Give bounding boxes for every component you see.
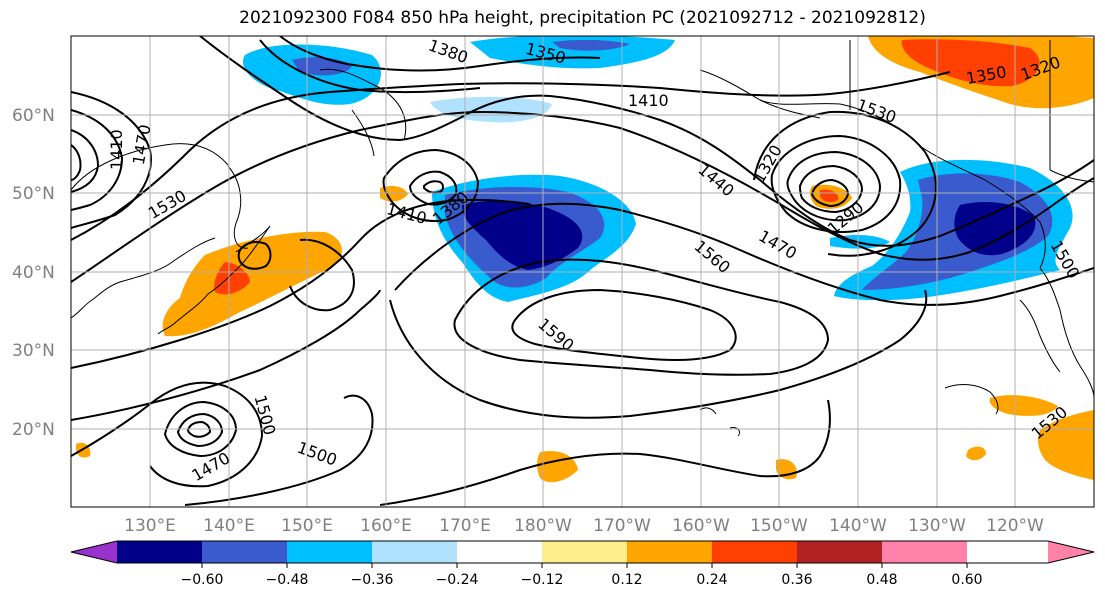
contour-label: 1560 (691, 236, 734, 277)
longitude-labels: 130°E 140°E 150°E 160°E 170°E 180°W 170°… (124, 516, 1044, 536)
colorbar-tick-label: −0.60 (181, 572, 224, 588)
lon-label: 120°W (986, 516, 1044, 536)
lon-label: 150°E (281, 516, 333, 536)
colorbar-segment (882, 541, 967, 563)
lon-label: 130°W (908, 516, 966, 536)
colorbar-tick-label: −0.36 (351, 572, 394, 588)
lon-label: 180°W (514, 516, 572, 536)
colorbar-segment (627, 541, 712, 563)
colorbar-tick-label: 0.48 (866, 572, 897, 588)
latitude-labels: 60°N 50°N 40°N 30°N 20°N (12, 106, 55, 440)
lon-label: 160°W (672, 516, 730, 536)
lat-label-50n: 50°N (12, 184, 55, 204)
map-frame (70, 35, 1095, 508)
colorbar-extend-high (1048, 541, 1094, 563)
map-area: 1380 1350 1410 1350 1320 1410 1470 1530 … (71, 35, 1094, 507)
colorbar-segment (542, 541, 627, 563)
colorbar-tick-label: 0.60 (951, 572, 982, 588)
colorbar-tick-label: −0.12 (521, 572, 564, 588)
colorbar-tick-label: 0.36 (781, 572, 812, 588)
contour-label: 1410 (628, 91, 669, 110)
lon-label: 130°E (124, 516, 176, 536)
map-title: 2021092300 F084 850 hPa height, precipit… (239, 8, 926, 28)
contour-label: 1320 (749, 142, 786, 187)
lat-label-40n: 40°N (12, 263, 55, 283)
contour-label: 1500 (295, 438, 340, 470)
lon-label: 170°W (593, 516, 651, 536)
lon-label: 150°W (750, 516, 808, 536)
colorbar: −0.60 −0.48 −0.36 −0.24 −0.12 0.12 0.24 … (70, 540, 1095, 588)
lat-label-60n: 60°N (12, 106, 55, 126)
lon-label: 160°E (360, 516, 412, 536)
contour-label: 1500 (250, 393, 279, 437)
lon-label: 140°E (203, 516, 255, 536)
colorbar-tick-label: 0.24 (696, 572, 727, 588)
contour-label: 1530 (854, 95, 899, 127)
graticule-grid (71, 36, 1094, 507)
colorbar-extend-low (71, 541, 117, 563)
coastlines (71, 40, 1094, 437)
contour-label: 1410 (107, 129, 126, 170)
lon-label: 170°E (439, 516, 491, 536)
colorbar-segment (797, 541, 882, 563)
colorbar-segment (287, 541, 372, 563)
colorbar-tick-label: −0.24 (436, 572, 479, 588)
colorbar-segment (202, 541, 287, 563)
lat-label-30n: 30°N (12, 341, 55, 361)
colorbar-segment (117, 541, 202, 563)
colorbar-tick-label: 0.12 (611, 572, 642, 588)
lat-label-20n: 20°N (12, 420, 55, 440)
contour-label: 1410 (384, 199, 428, 228)
colorbar-segment (712, 541, 797, 563)
colorbar-segment (372, 541, 457, 563)
contour-label: 1380 (426, 35, 471, 67)
colorbar-tick-label: −0.48 (266, 572, 309, 588)
lon-label: 140°W (829, 516, 887, 536)
contour-label: 1470 (755, 226, 800, 263)
height-contours (71, 36, 1094, 506)
colorbar-segment (457, 541, 542, 563)
